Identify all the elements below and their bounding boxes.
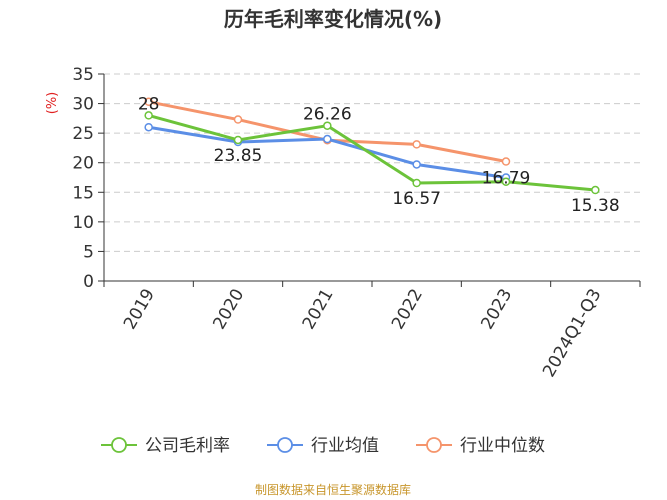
- x-tick-label: 2024Q1-Q3: [539, 286, 606, 381]
- x-tick-label: 2020: [209, 286, 248, 333]
- y-tick-label: 35: [72, 65, 94, 85]
- legend-marker: [277, 437, 293, 453]
- data-label: 15.38: [571, 196, 620, 216]
- x-axis: 2019 2020 2021 2022 2023 2024Q1-Q3: [103, 280, 641, 381]
- y-tick-label: 20: [72, 154, 94, 174]
- data-labels: 28 23.85 26.26 16.57 16.79 15.38: [138, 94, 620, 216]
- legend-item-2[interactable]: 行业中位数: [416, 436, 545, 456]
- y-axis: 0 5 10 15 20 25 30 35: [72, 65, 105, 292]
- data-point: [233, 135, 243, 145]
- data-label: 26.26: [303, 105, 352, 125]
- source-note: 制图数据来自恒生聚源数据库: [255, 482, 411, 497]
- y-tick-label: 15: [72, 183, 94, 203]
- data-point: [323, 134, 332, 144]
- legend-marker: [426, 437, 442, 453]
- data-label: 16.57: [392, 189, 441, 209]
- series-line-0: [148, 113, 596, 192]
- data-label: 16.79: [482, 169, 531, 189]
- data-point: [412, 178, 421, 188]
- data-point: [144, 122, 153, 132]
- x-tick-label: 2019: [120, 286, 159, 333]
- legend-item-0[interactable]: 公司毛利率: [101, 436, 230, 456]
- chart-title: 历年毛利率变化情况(%): [224, 7, 442, 31]
- x-tick-label: 2021: [299, 286, 338, 333]
- legend-label: 行业均值: [311, 436, 379, 456]
- data-point: [412, 160, 421, 169]
- legend-label: 行业中位数: [460, 436, 545, 456]
- data-point: [501, 177, 511, 186]
- data-point: [412, 140, 421, 149]
- series-group: [144, 97, 600, 195]
- y-axis-label: (%): [45, 92, 60, 115]
- legend-item-1[interactable]: 行业均值: [267, 436, 379, 456]
- data-point: [501, 157, 511, 166]
- y-tick-label: 30: [72, 95, 94, 115]
- data-label: 23.85: [214, 146, 263, 166]
- y-tick-label: 5: [83, 242, 94, 262]
- legend[interactable]: 公司毛利率 行业均值 行业中位数: [101, 436, 545, 456]
- y-tick-label: 25: [72, 124, 94, 144]
- data-point: [323, 121, 332, 130]
- data-label: 28: [138, 94, 160, 114]
- grid: [104, 73, 640, 252]
- legend-marker: [111, 437, 127, 453]
- data-point: [591, 185, 600, 195]
- x-tick-label: 2022: [388, 286, 427, 333]
- legend-label: 公司毛利率: [145, 436, 230, 456]
- data-point: [144, 111, 153, 120]
- data-point: [233, 115, 243, 124]
- data-point: [144, 97, 153, 107]
- x-tick-label: 2023: [477, 286, 516, 333]
- y-tick-label: 10: [72, 213, 94, 233]
- y-tick-label: 0: [83, 272, 94, 292]
